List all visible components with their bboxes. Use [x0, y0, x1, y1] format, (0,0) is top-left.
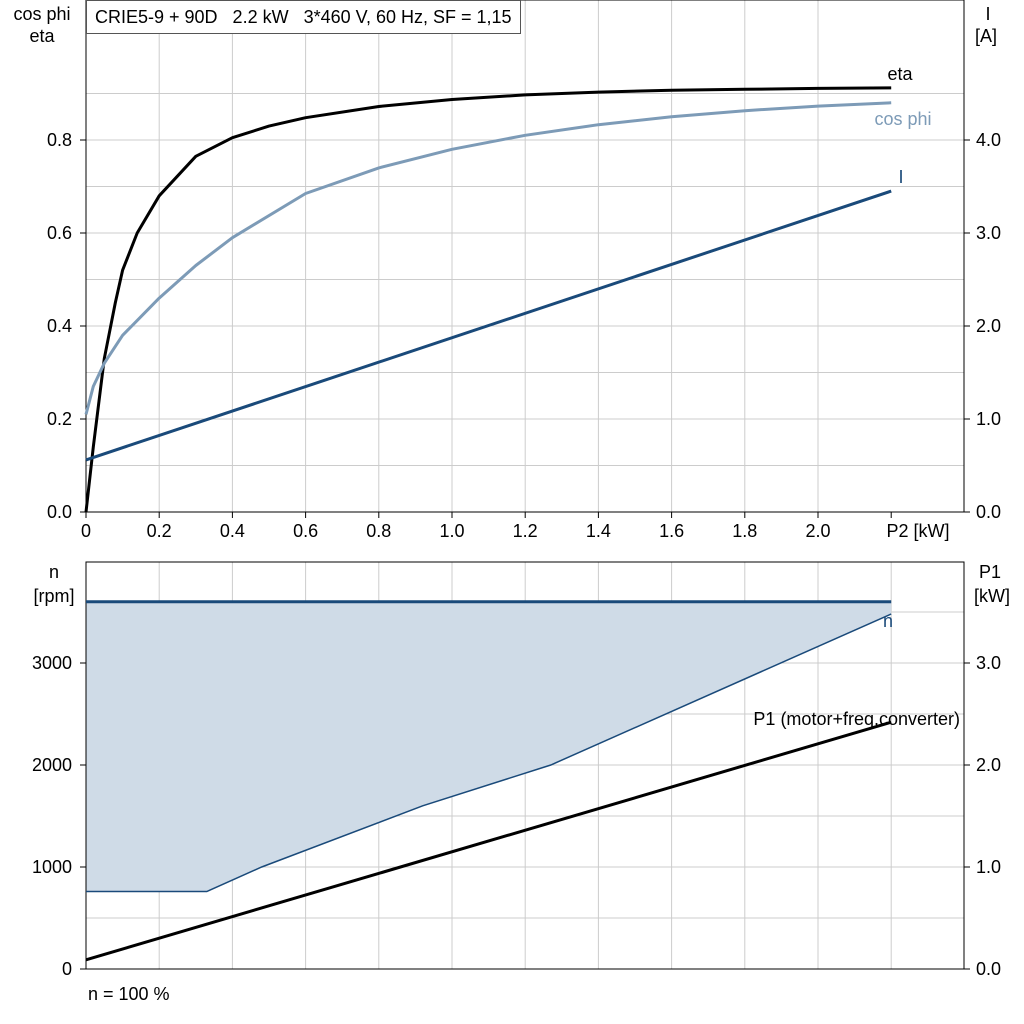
top-right-tick-label: 1.0	[976, 409, 1001, 429]
bottom-left-tick-label: 1000	[32, 857, 72, 877]
top-right-tick-label: 2.0	[976, 316, 1001, 336]
series-line-p1	[85, 720, 892, 962]
bottom-series: n P1 (motor+freq.converter)	[85, 600, 960, 962]
top-x-tick-label: 2.0	[805, 521, 830, 541]
top-right-tick-label: 0.0	[976, 502, 1001, 522]
bottom-left-tick-label: 3000	[32, 653, 72, 673]
top-x-tick-label: 0.2	[147, 521, 172, 541]
top-x-tick-label: 1.4	[586, 521, 611, 541]
p1-series-label: P1 (motor+freq.converter)	[753, 709, 960, 729]
speed-range-area	[86, 601, 892, 892]
top-right-axis-label-2: [A]	[975, 26, 997, 46]
bottom-left-axis-label-2: [rpm]	[33, 586, 74, 606]
top-x-tick-label: 0.8	[366, 521, 391, 541]
series-line-cos-phi	[84, 101, 892, 415]
top-x-tick-label: 1.2	[513, 521, 538, 541]
series-line-eta	[84, 86, 892, 513]
bottom-right-tick-label: 1.0	[976, 857, 1001, 877]
top-x-tick-label: 0.6	[293, 521, 318, 541]
bottom-right-tick-label: 3.0	[976, 653, 1001, 673]
top-right-axis-label-1: I	[985, 4, 990, 24]
top-x-tick-label: 0	[81, 521, 91, 541]
top-left-tick-label: 0.2	[47, 409, 72, 429]
top-left-tick-label: 0.4	[47, 316, 72, 336]
cosphi-series-label: cos phi	[874, 109, 931, 129]
top-x-tick-label: 1.8	[732, 521, 757, 541]
top-x-tick-label: 1.6	[659, 521, 684, 541]
top-series: eta cos phi I	[84, 64, 932, 513]
top-tick-labels: 0 0.2 0.4 0.6 0.8 1.0 1.2 1.4 1.6 1.8 2.0 0.0 0.2 0.4…	[47, 130, 1001, 541]
series-line-I	[85, 189, 892, 462]
bottom-tick-labels: 0 1000 2000 3000 0.0 1.0 2.0 3.0	[32, 653, 1001, 979]
top-left-tick-label: 0.8	[47, 130, 72, 150]
bottom-panel: 0 1000 2000 3000 0.0 1.0 2.0 3.0 n P1 (motor+fre…	[32, 561, 1010, 979]
top-left-axis-label-2: eta	[29, 26, 55, 46]
top-x-axis-label: P2 [kW]	[886, 521, 949, 541]
top-left-tick-label: 0.6	[47, 223, 72, 243]
eta-series-label: eta	[887, 64, 913, 84]
top-panel: 0 0.2 0.4 0.6 0.8 1.0 1.2 1.4 1.6 1.8 2.0 0.0 0.2 0.4…	[13, 0, 1001, 541]
top-right-tick-label: 3.0	[976, 223, 1001, 243]
top-grid	[86, 0, 964, 512]
speed-note: n = 100 %	[88, 984, 170, 1004]
current-series-label: I	[898, 167, 903, 187]
n-series-label: n	[883, 611, 893, 631]
bottom-right-tick-label: 0.0	[976, 959, 1001, 979]
top-x-tick-label: 0.4	[220, 521, 245, 541]
chart-title: CRIE5-9 + 90D 2.2 kW 3*460 V, 60 Hz, SF …	[86, 0, 521, 34]
top-left-tick-label: 0.0	[47, 502, 72, 522]
bottom-left-tick-label: 0	[62, 959, 72, 979]
series-line-n-lower-bound	[86, 613, 892, 893]
top-right-tick-label: 4.0	[976, 130, 1001, 150]
top-left-axis-label-1: cos phi	[13, 4, 70, 24]
bottom-right-axis-label-1: P1	[979, 562, 1001, 582]
bottom-left-tick-label: 2000	[32, 755, 72, 775]
bottom-right-tick-label: 2.0	[976, 755, 1001, 775]
bottom-left-axis-label-1: n	[49, 562, 59, 582]
bottom-right-axis-label-2: [kW]	[974, 586, 1010, 606]
top-x-tick-label: 1.0	[439, 521, 464, 541]
